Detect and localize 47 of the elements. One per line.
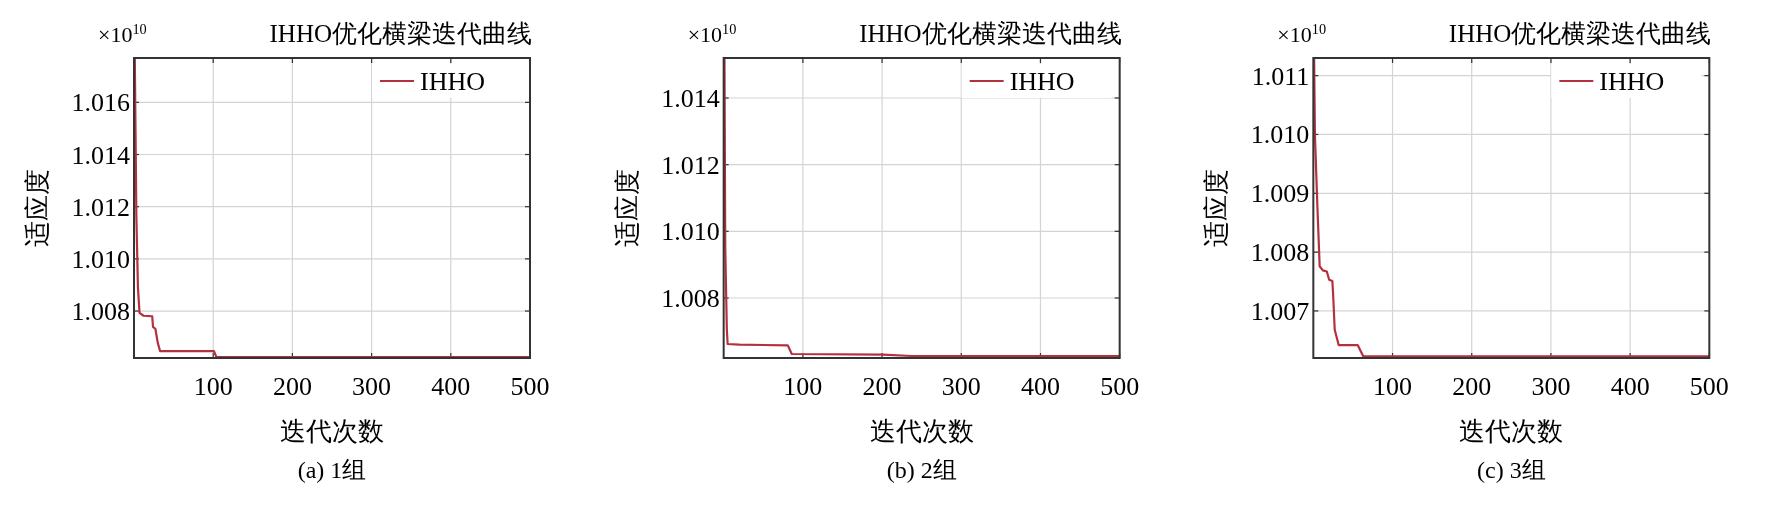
legend-label: IHHO [420, 67, 485, 96]
y-tick-label: 1.008 [71, 297, 130, 327]
x-tick-label: 400 [1020, 372, 1060, 401]
x-tick-label: 500 [1689, 372, 1729, 401]
text: (a) 1组 [297, 457, 367, 483]
y-tick-label: 1.010 [661, 217, 720, 247]
x-tick-label: 500 [1100, 372, 1140, 401]
x-axis-title: 迭代次数 [280, 417, 384, 446]
y-tick-label: 1.012 [71, 192, 130, 222]
y-tick-label: 1.014 [71, 140, 130, 170]
y-tick-label: 1.014 [661, 84, 720, 113]
legend-label: IHHO [1599, 67, 1665, 96]
chart-title: IHHO优化横梁迭代曲线 [1448, 20, 1712, 47]
y-tick-label: 1.007 [1250, 296, 1310, 326]
x-tick-label: 500 [510, 372, 550, 401]
y-tick-label: 1.009 [1250, 179, 1310, 209]
text: (b) 2组 [886, 457, 957, 483]
y-tick-label: 1.010 [1250, 120, 1310, 150]
y-axis-title: 适应度 [23, 169, 52, 247]
chart-title: IHHO优化横梁迭代曲线 [269, 20, 532, 47]
x-axis-title: 迭代次数 [869, 417, 974, 446]
chart-title: IHHO优化横梁迭代曲线 [859, 20, 1122, 47]
x-tick-label: 400 [431, 372, 471, 401]
x-tick-label: 100 [783, 372, 823, 401]
y-tick-label: 1.011 [1251, 61, 1310, 91]
y-axis-title: 适应度 [612, 169, 642, 247]
x-tick-label: 100 [1373, 372, 1413, 401]
text: ×10$^{10}$ [1277, 21, 1327, 47]
text: (c) 3组 [1477, 457, 1546, 483]
y-tick-label: 1.010 [71, 244, 130, 274]
text: ×10$^{10}$ [687, 21, 737, 47]
y-axis-title: 适应度 [1202, 169, 1232, 247]
x-tick-label: 300 [941, 372, 981, 401]
x-tick-label: 200 [1452, 372, 1492, 401]
x-tick-label: 100 [193, 372, 233, 401]
x-tick-label: 300 [1531, 372, 1571, 401]
legend-label: IHHO [1009, 67, 1075, 96]
x-tick-label: 200 [862, 372, 902, 401]
y-tick-label: 1.012 [661, 150, 720, 180]
x-tick-label: 300 [352, 372, 392, 401]
text: ×10$^{10}$ [98, 21, 147, 47]
x-tick-label: 200 [272, 372, 312, 401]
y-tick-label: 1.016 [71, 88, 130, 118]
y-tick-label: 1.008 [1250, 238, 1310, 268]
y-tick-label: 1.008 [661, 284, 720, 313]
x-tick-label: 400 [1610, 372, 1650, 401]
x-axis-title: 迭代次数 [1459, 417, 1564, 446]
